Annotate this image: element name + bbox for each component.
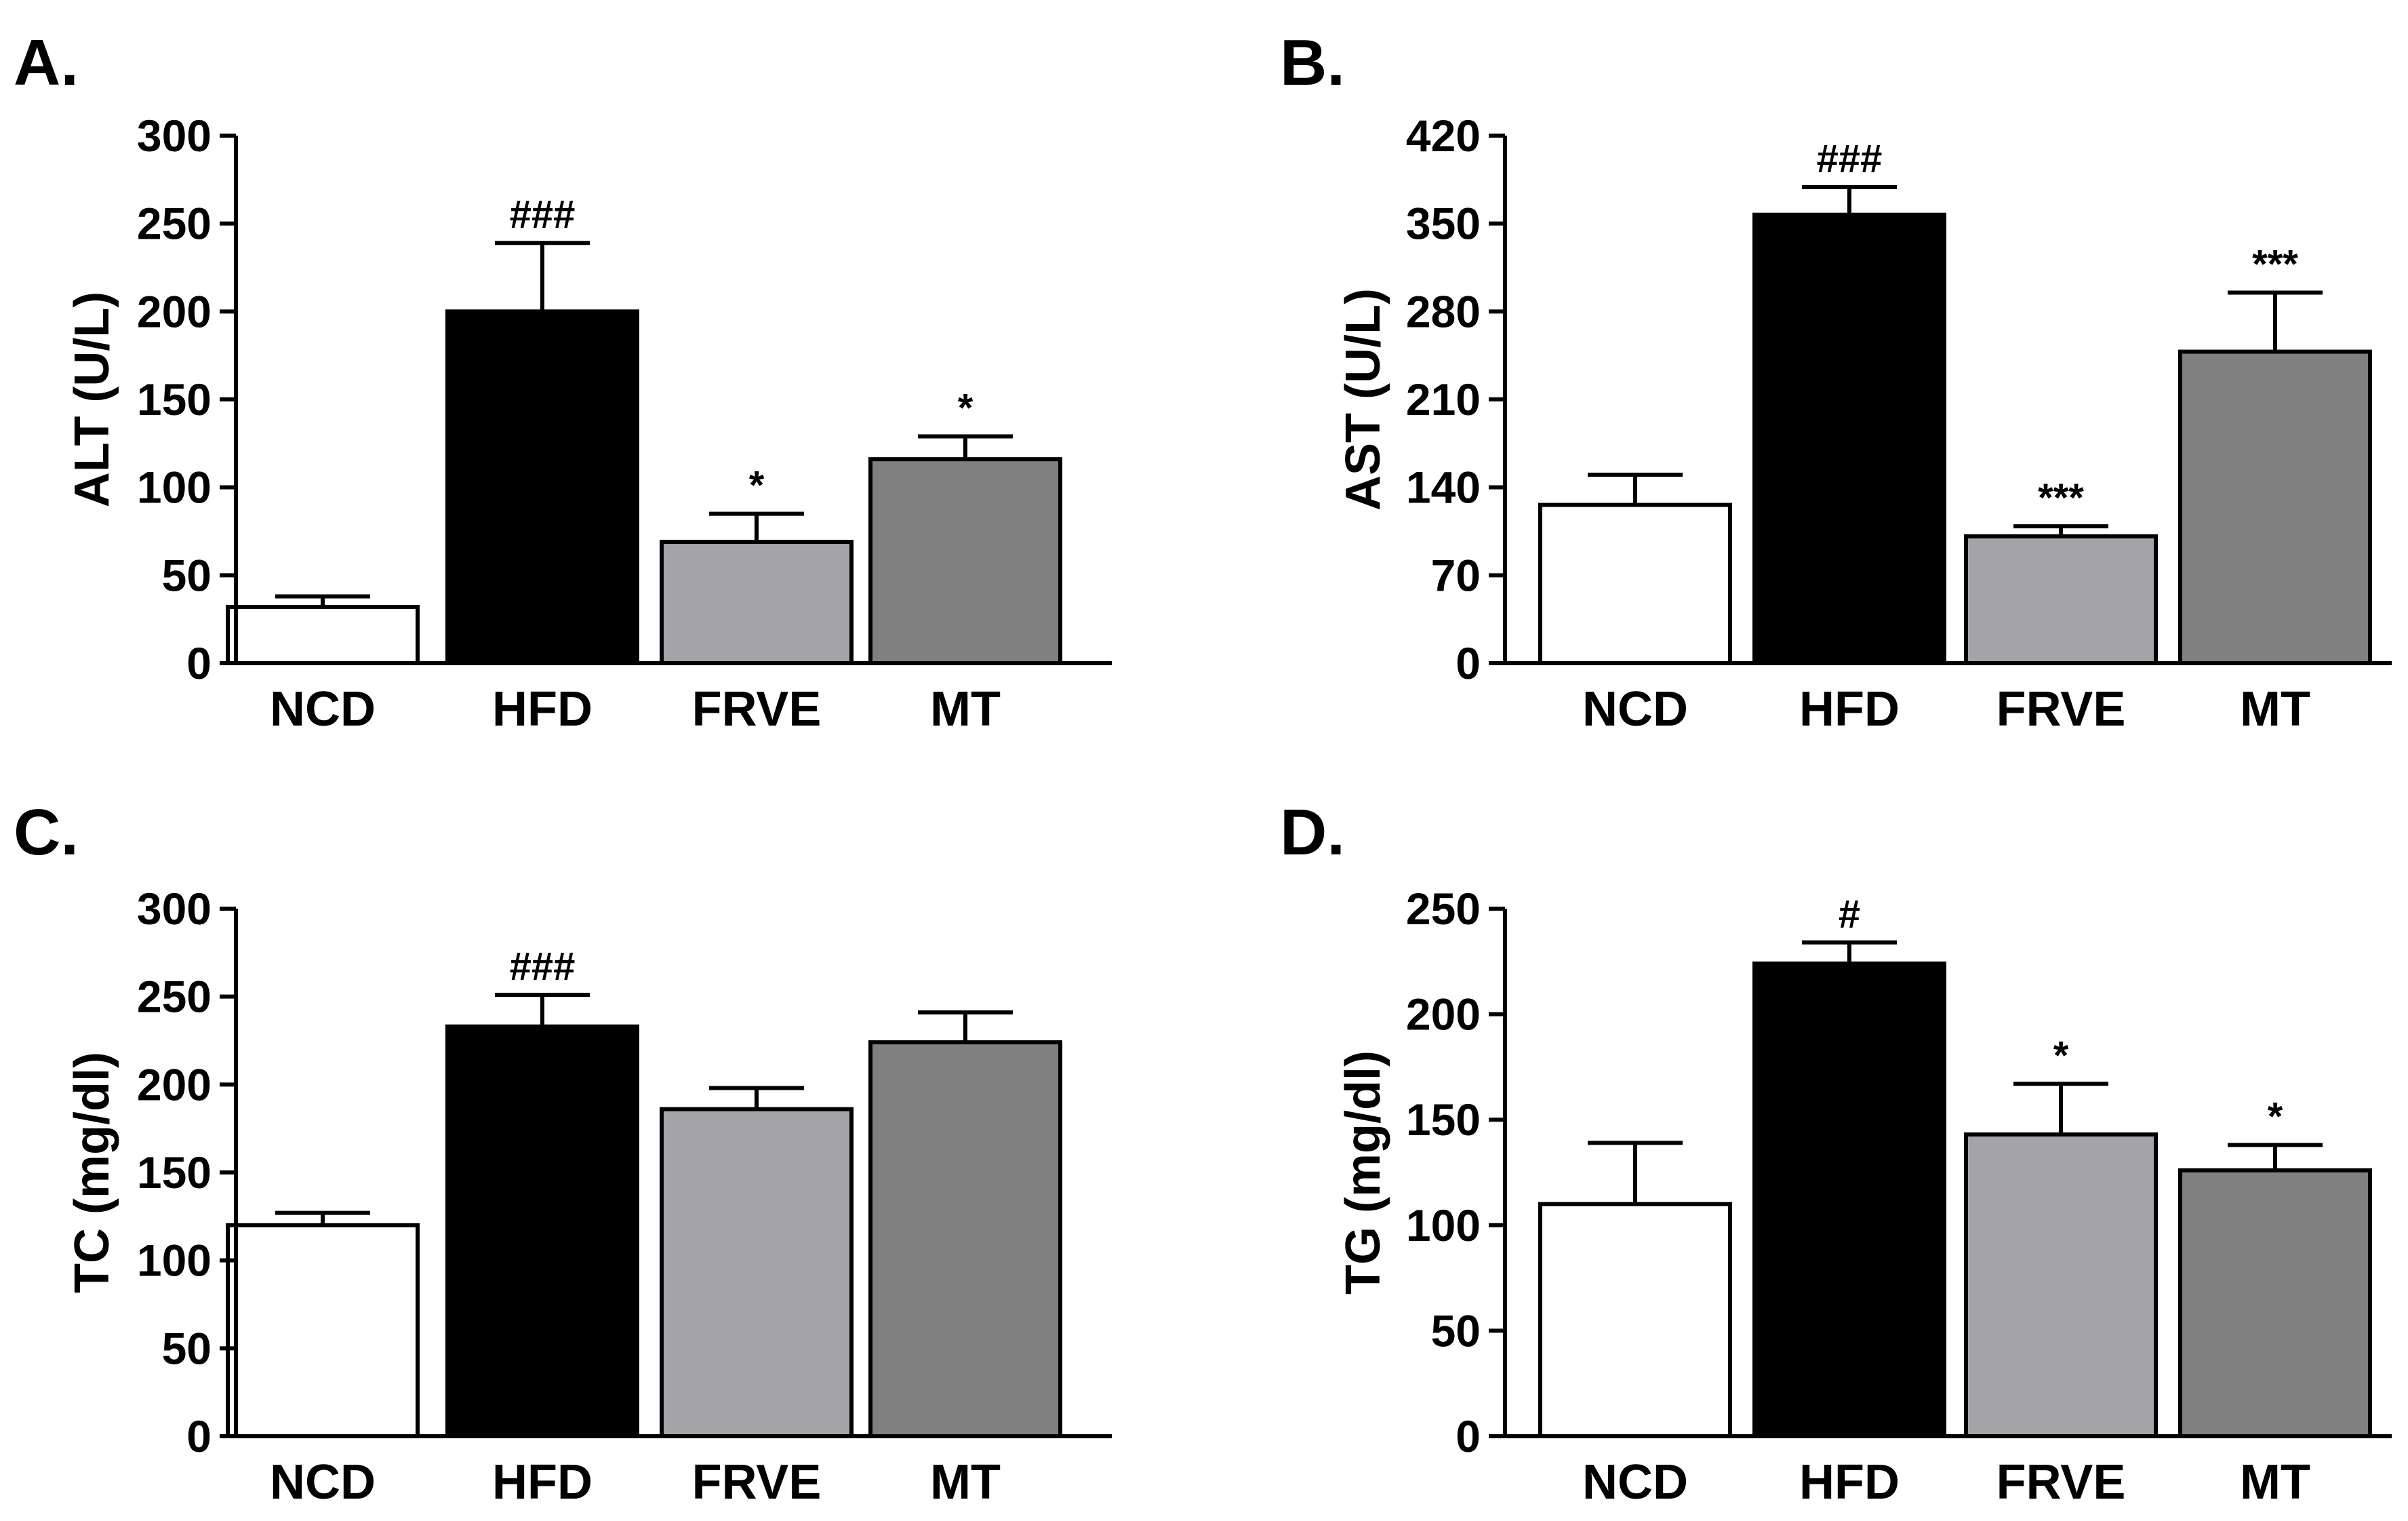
- category-label: FRVE: [692, 1455, 822, 1509]
- panel-c: C. TC (mg/dl) NCD ### HFD FRVE MT 0 50 100 150 200 2…: [14, 796, 1112, 1509]
- y-tick-label: 300: [137, 111, 212, 161]
- bar-frve: [660, 540, 854, 665]
- bar-mt: [868, 457, 1062, 665]
- category-label: HFD: [492, 682, 593, 736]
- panel-label: B.: [1280, 26, 1345, 99]
- significance-label: ###: [510, 945, 576, 989]
- y-axis-title: AST (U/L): [1336, 288, 1390, 511]
- category-label: NCD: [1582, 1455, 1688, 1509]
- y-tick-label: 150: [137, 1147, 212, 1198]
- panel-b: B. AST (U/L) NCD ### HFD *** FRVE *** MT 0 70 140 21…: [1280, 26, 2392, 736]
- significance-label: ###: [510, 193, 576, 237]
- y-tick-label: 0: [1456, 638, 1481, 688]
- y-tick-label: 50: [1431, 1305, 1481, 1356]
- y-axis-title: TG (mg/dl): [1336, 1050, 1390, 1295]
- y-tick-label: 140: [1406, 462, 1481, 513]
- y-tick-label: 100: [137, 1236, 212, 1286]
- category-label: MT: [2240, 682, 2310, 736]
- y-tick-label: 300: [137, 884, 212, 934]
- significance-label: ***: [2038, 476, 2084, 520]
- y-tick-label: 350: [1406, 199, 1481, 249]
- y-tick-label: 50: [162, 1323, 212, 1373]
- y-tick-label: 0: [186, 638, 212, 688]
- significance-label: *: [2053, 1033, 2069, 1078]
- bar-frve: [1964, 534, 2158, 666]
- category-label: FRVE: [1996, 1455, 2126, 1509]
- category-label: FRVE: [692, 682, 822, 736]
- y-tick-label: 200: [1406, 989, 1481, 1040]
- y-tick-label: 200: [137, 1059, 212, 1109]
- y-tick-label: 0: [1456, 1411, 1481, 1461]
- category-label: MT: [930, 682, 1001, 736]
- significance-label: *: [958, 386, 974, 430]
- category-label: NCD: [270, 1455, 376, 1509]
- category-label: HFD: [1799, 682, 1900, 736]
- significance-label: #: [1839, 892, 1860, 936]
- bar-ncd: [226, 1223, 420, 1439]
- y-tick-label: 50: [162, 550, 212, 600]
- y-tick-label: 150: [137, 374, 212, 424]
- significance-label: *: [749, 464, 765, 508]
- category-label: FRVE: [1996, 682, 2126, 736]
- panel-a: A. ALT (U/L) NCD ### HFD * FRVE * MT 0 50 100 150 200…: [14, 26, 1112, 736]
- panel-d: D. TG (mg/dl) NCD # HFD * FRVE * MT 0 50 100 150 200 2…: [1280, 796, 2392, 1509]
- bar-ncd: [226, 605, 420, 665]
- bar-frve: [660, 1107, 854, 1438]
- y-tick-label: 420: [1406, 111, 1481, 161]
- y-tick-label: 250: [137, 199, 212, 249]
- y-tick-label: 100: [1406, 1200, 1481, 1250]
- bar-mt: [868, 1040, 1062, 1439]
- category-label: HFD: [492, 1455, 593, 1509]
- significance-label: *: [2268, 1095, 2283, 1139]
- bar-mt: [2178, 349, 2372, 665]
- bar-hfd: [445, 309, 639, 666]
- y-tick-label: 70: [1431, 550, 1481, 600]
- y-tick-label: 150: [1406, 1094, 1481, 1145]
- y-tick-label: 280: [1406, 286, 1481, 336]
- bar-frve: [1964, 1132, 2158, 1438]
- y-tick-label: 200: [137, 286, 212, 336]
- y-axis-title: TC (mg/dl): [65, 1052, 119, 1293]
- y-tick-label: 0: [186, 1411, 212, 1461]
- bar-ncd: [1538, 1202, 1732, 1439]
- category-label: MT: [930, 1455, 1001, 1509]
- category-label: MT: [2240, 1455, 2310, 1509]
- category-label: HFD: [1799, 1455, 1900, 1509]
- y-tick-label: 250: [1406, 884, 1481, 934]
- category-label: NCD: [1582, 682, 1688, 736]
- bar-mt: [2178, 1168, 2372, 1438]
- y-tick-label: 210: [1406, 374, 1481, 424]
- bar-hfd: [445, 1024, 639, 1438]
- panel-label: C.: [14, 796, 79, 869]
- bar-ncd: [1538, 502, 1732, 665]
- bar-hfd: [1752, 212, 1946, 665]
- significance-label: ***: [2252, 243, 2298, 287]
- panel-label: A.: [14, 26, 79, 99]
- category-label: NCD: [270, 682, 376, 736]
- bar-hfd: [1752, 961, 1946, 1438]
- panel-label: D.: [1280, 796, 1345, 869]
- y-tick-label: 100: [137, 462, 212, 513]
- y-axis-title: ALT (U/L): [65, 292, 119, 508]
- y-tick-label: 250: [137, 972, 212, 1022]
- significance-label: ###: [1817, 137, 1883, 181]
